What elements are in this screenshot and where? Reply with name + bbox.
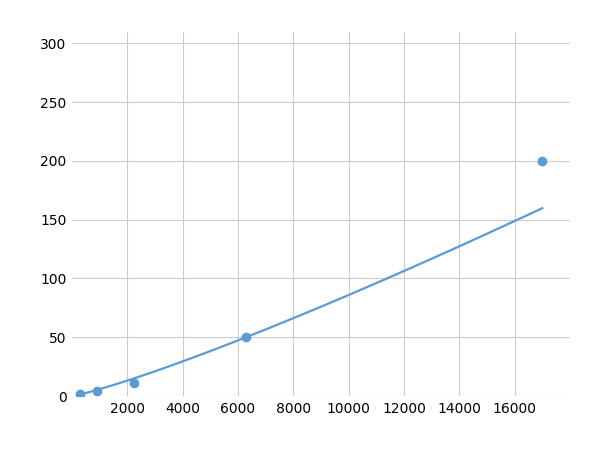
Point bbox=[76, 390, 85, 397]
Point bbox=[538, 157, 547, 164]
Point bbox=[241, 333, 251, 341]
Point bbox=[92, 388, 102, 395]
Point bbox=[130, 379, 139, 387]
